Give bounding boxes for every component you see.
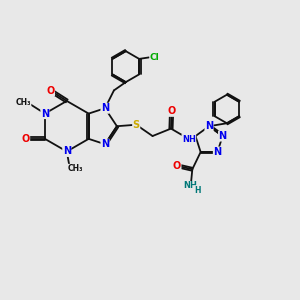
Text: O: O (167, 106, 176, 116)
Text: CH₃: CH₃ (16, 98, 31, 107)
Text: O: O (22, 134, 30, 144)
Text: N: N (63, 146, 71, 157)
Text: Cl: Cl (150, 53, 160, 62)
Text: S: S (133, 120, 140, 130)
Text: NH: NH (183, 182, 197, 190)
Text: N: N (41, 109, 49, 118)
Text: CH₃: CH₃ (67, 164, 83, 173)
Text: N: N (205, 121, 213, 131)
Text: H: H (194, 186, 201, 195)
Text: O: O (46, 85, 55, 96)
Text: NH: NH (182, 134, 196, 143)
Text: N: N (101, 103, 109, 113)
Text: O: O (173, 161, 181, 171)
Text: N: N (101, 139, 109, 149)
Text: N: N (218, 131, 227, 141)
Text: N: N (213, 147, 221, 157)
